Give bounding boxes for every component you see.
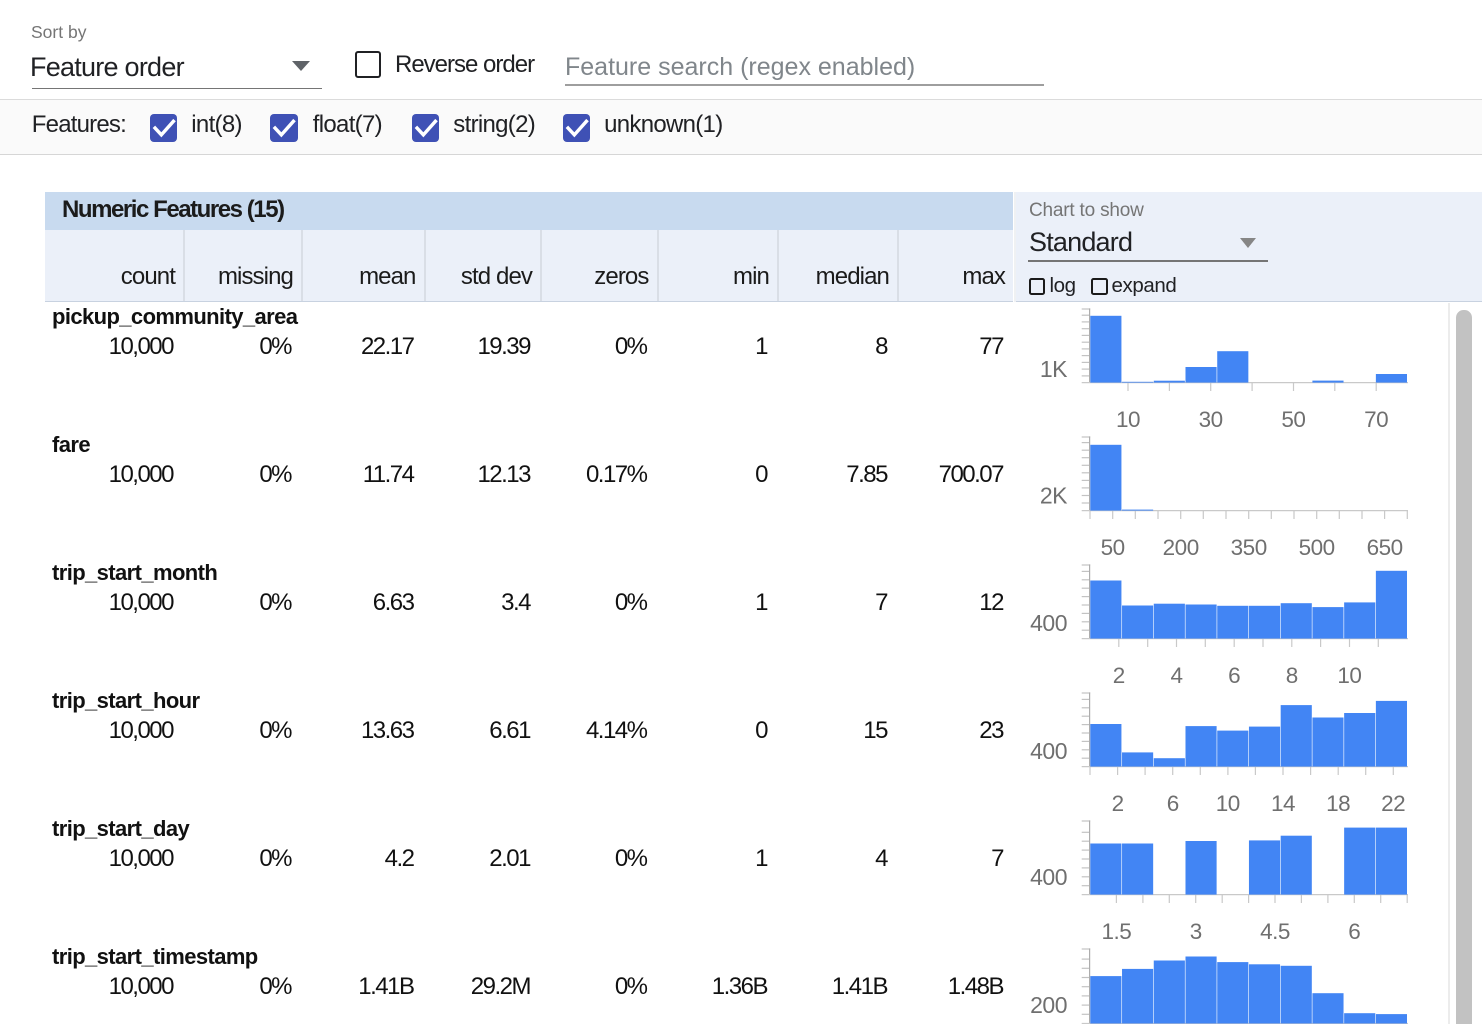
svg-text:10: 10	[1337, 663, 1361, 686]
svg-text:10: 10	[1216, 791, 1240, 814]
svg-text:30: 30	[1199, 407, 1223, 430]
svg-text:14: 14	[1271, 791, 1295, 814]
svg-text:1.5: 1.5	[1102, 919, 1132, 942]
svg-text:200: 200	[1163, 535, 1199, 558]
svg-text:200: 200	[1030, 992, 1067, 1018]
svg-text:400: 400	[1030, 864, 1067, 890]
svg-text:6: 6	[1348, 919, 1360, 942]
svg-text:6: 6	[1167, 791, 1179, 814]
svg-text:350: 350	[1231, 535, 1267, 558]
svg-text:6: 6	[1228, 663, 1240, 686]
svg-text:400: 400	[1030, 738, 1067, 764]
svg-text:70: 70	[1364, 407, 1388, 430]
svg-text:10: 10	[1116, 407, 1140, 430]
svg-text:22: 22	[1381, 791, 1405, 814]
svg-text:3: 3	[1190, 919, 1202, 942]
svg-text:4: 4	[1170, 663, 1182, 686]
svg-text:1K: 1K	[1040, 356, 1068, 382]
svg-text:2: 2	[1112, 791, 1124, 814]
svg-text:500: 500	[1299, 535, 1335, 558]
svg-text:2K: 2K	[1040, 483, 1068, 509]
svg-text:4.5: 4.5	[1260, 919, 1290, 942]
svg-text:8: 8	[1286, 663, 1298, 686]
svg-text:50: 50	[1101, 535, 1125, 558]
svg-text:18: 18	[1326, 791, 1350, 814]
svg-text:50: 50	[1281, 407, 1305, 430]
svg-text:2: 2	[1113, 663, 1125, 686]
svg-text:400: 400	[1030, 610, 1067, 636]
svg-text:650: 650	[1367, 535, 1403, 558]
